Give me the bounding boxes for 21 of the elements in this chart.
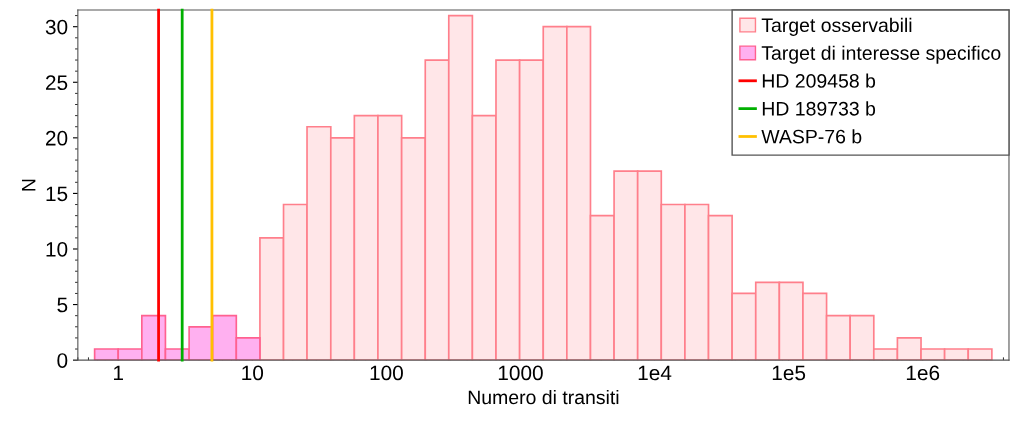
y-tick-label: 10 (46, 241, 68, 257)
y-tick-label: 30 (45, 19, 68, 35)
legend-label: HD 209458 b (762, 73, 876, 88)
y-tick-label: 25 (46, 75, 68, 91)
x-tick-label: 10 (242, 365, 264, 381)
x-tick-label: 1000 (498, 365, 543, 381)
y-tick-label: 15 (46, 186, 68, 202)
y-tick-label: 5 (57, 297, 68, 313)
legend-label: Target di interesse specifico (761, 45, 1001, 64)
x-tick-label: 1e6 (906, 365, 940, 381)
legend-label: WASP-76 b (761, 129, 862, 144)
x-axis-title: Numero di transiti (468, 389, 619, 405)
legend-label: Target osservabili (761, 17, 912, 36)
y-tick-label: 20 (46, 130, 68, 146)
y-tick-label: 0 (57, 353, 68, 368)
x-tick-label: 1 (114, 365, 123, 381)
legend-label: HD 189733 b (762, 101, 876, 116)
y-axis-title: N (21, 179, 36, 191)
x-tick-label: 100 (370, 365, 403, 381)
x-tick-label: 1e5 (772, 365, 806, 381)
x-tick-label: 1e4 (638, 365, 672, 381)
